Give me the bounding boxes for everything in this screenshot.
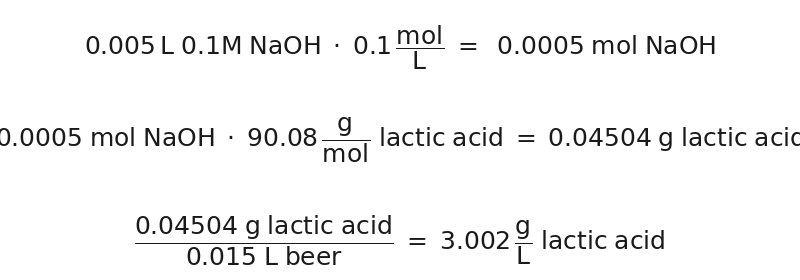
- Text: $0.005\,\mathrm{L}\;0.1\mathrm{M}\;\mathrm{NaOH}\;\cdot\;0.1\,\dfrac{\mathrm{mol: $0.005\,\mathrm{L}\;0.1\mathrm{M}\;\math…: [84, 23, 716, 72]
- Text: $0.0005\;\mathrm{mol}\;\mathrm{NaOH}\;\cdot\;90.08\,\dfrac{\mathrm{g}}{\mathrm{m: $0.0005\;\mathrm{mol}\;\mathrm{NaOH}\;\c…: [0, 115, 800, 165]
- Text: $\dfrac{0.04504\;\mathrm{g\;lactic\;acid}}{0.015\;\mathrm{L\;beer}}\;=\;3.002\,\: $\dfrac{0.04504\;\mathrm{g\;lactic\;acid…: [134, 213, 666, 268]
